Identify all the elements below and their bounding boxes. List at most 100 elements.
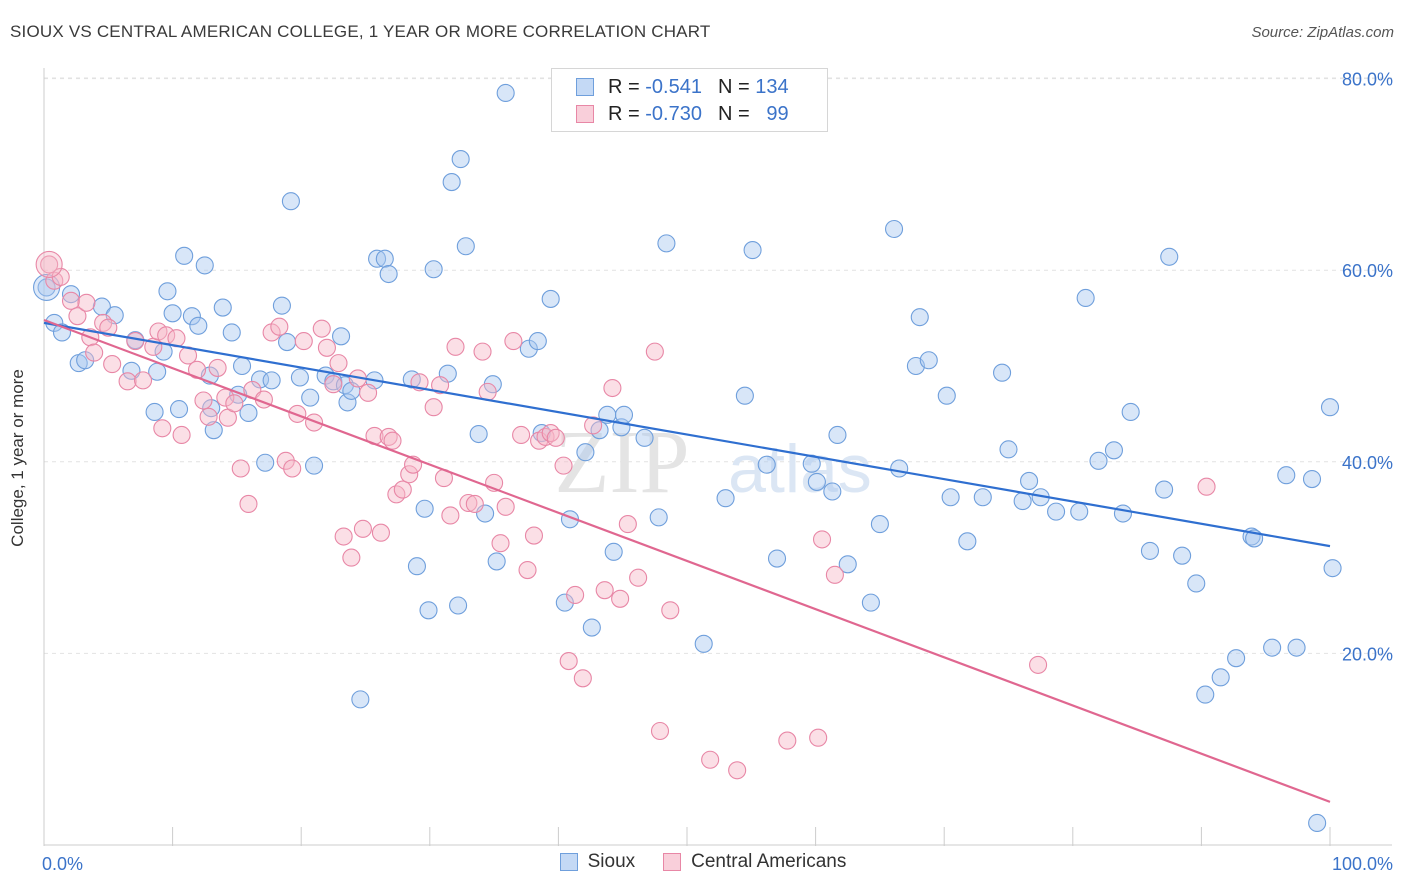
n-value-central-americans: 99 <box>766 102 789 125</box>
sioux-point <box>1155 480 1174 499</box>
central-american-point <box>459 493 478 513</box>
central-american-point <box>208 358 227 377</box>
central-american-point <box>294 332 313 351</box>
central-american-point <box>153 419 172 438</box>
sioux-point <box>890 459 909 478</box>
central-american-point <box>94 313 113 332</box>
central-american-point <box>77 293 96 312</box>
central-american-point <box>524 526 544 545</box>
sioux-point <box>182 307 201 326</box>
sioux-point <box>469 424 488 444</box>
legend-item-central-americans[interactable]: Central Americans <box>663 851 846 873</box>
sioux-point <box>941 488 960 507</box>
sioux-point <box>256 453 275 472</box>
central-american-points <box>35 250 1216 780</box>
central-american-point <box>650 721 670 741</box>
sioux-point <box>442 173 461 192</box>
central-american-point <box>1197 477 1216 496</box>
r-value-sioux: -0.541 <box>645 75 702 98</box>
legend-label-sioux: Sioux <box>587 851 636 872</box>
central-american-point <box>239 494 258 514</box>
central-american-point <box>359 383 378 402</box>
central-american-point <box>85 343 104 362</box>
sioux-point <box>1323 559 1342 578</box>
legend-item-sioux[interactable]: Sioux <box>559 851 636 873</box>
sioux-point <box>281 192 300 211</box>
central-american-point <box>728 761 747 780</box>
central-american-point <box>491 534 510 553</box>
sioux-trend-line <box>43 321 1331 548</box>
watermark-atlas: atlas <box>728 431 872 507</box>
sioux-point <box>657 234 676 253</box>
central-american-point <box>559 652 578 671</box>
sioux-point <box>1302 469 1322 489</box>
sioux-point <box>1140 541 1160 560</box>
sioux-point <box>582 618 601 637</box>
central-american-point <box>431 376 450 395</box>
sioux-point <box>487 552 506 571</box>
sioux-point <box>649 508 668 527</box>
sioux-point <box>351 690 370 709</box>
sioux-point <box>305 456 324 475</box>
sioux-point <box>823 482 842 501</box>
stats-row-sioux: R = -0.541 N = 134 <box>576 74 789 100</box>
central-american-point <box>812 530 832 549</box>
sioux-point <box>910 308 929 327</box>
sioux-point <box>716 489 735 508</box>
central-american-point <box>126 332 145 351</box>
central-american-point <box>317 338 336 357</box>
central-american-point <box>342 548 361 567</box>
sioux-point <box>122 361 141 380</box>
sioux-point <box>528 332 547 351</box>
central-american-point <box>270 317 289 336</box>
sioux-point <box>1070 502 1089 521</box>
sioux-point <box>919 351 938 370</box>
central-americans-swatch <box>576 105 594 123</box>
central-american-point <box>554 456 573 475</box>
n-label: N = <box>717 102 750 125</box>
sioux-point <box>163 304 182 323</box>
sioux-point <box>999 440 1018 459</box>
central-american-point <box>118 372 137 391</box>
x-tick-label: 0.0% <box>42 854 83 874</box>
central-american-point <box>231 459 250 478</box>
central-american-point <box>424 398 443 417</box>
sioux-swatch <box>576 78 594 96</box>
sioux-point <box>694 634 713 653</box>
central-american-point <box>465 494 484 514</box>
sioux-point <box>61 285 81 304</box>
central-american-point <box>546 428 565 447</box>
sioux-point <box>757 455 776 474</box>
central-american-point <box>661 601 680 620</box>
sioux-point <box>861 593 880 612</box>
central-american-point <box>383 431 402 450</box>
sioux-point <box>1121 402 1140 422</box>
central-american-point <box>329 354 348 373</box>
stats-row-central-americans: R = -0.730 N = 99 <box>576 101 789 127</box>
central-americans-legend-swatch <box>663 853 682 871</box>
sioux-point <box>290 368 309 387</box>
central-american-point <box>35 250 63 279</box>
central-american-point <box>305 413 324 432</box>
central-american-point <box>225 394 244 413</box>
sioux-point <box>1227 649 1246 668</box>
sioux-point <box>973 488 992 507</box>
central-american-point <box>199 407 218 426</box>
sioux-point <box>576 443 595 462</box>
sioux-point <box>449 596 468 615</box>
sioux-point <box>451 150 470 169</box>
sioux-point <box>1308 813 1327 833</box>
sioux-point <box>195 256 214 275</box>
central-american-point <box>441 506 460 525</box>
central-american-point <box>400 465 419 484</box>
sioux-point <box>169 400 189 419</box>
sioux-point <box>239 403 258 422</box>
sioux-point <box>1076 288 1095 308</box>
sioux-point <box>884 219 904 239</box>
sioux-point <box>828 425 847 445</box>
sioux-point <box>213 298 232 317</box>
central-american-point <box>518 561 537 580</box>
central-american-point <box>595 581 614 600</box>
central-american-point <box>68 307 87 326</box>
central-american-point <box>283 459 302 478</box>
